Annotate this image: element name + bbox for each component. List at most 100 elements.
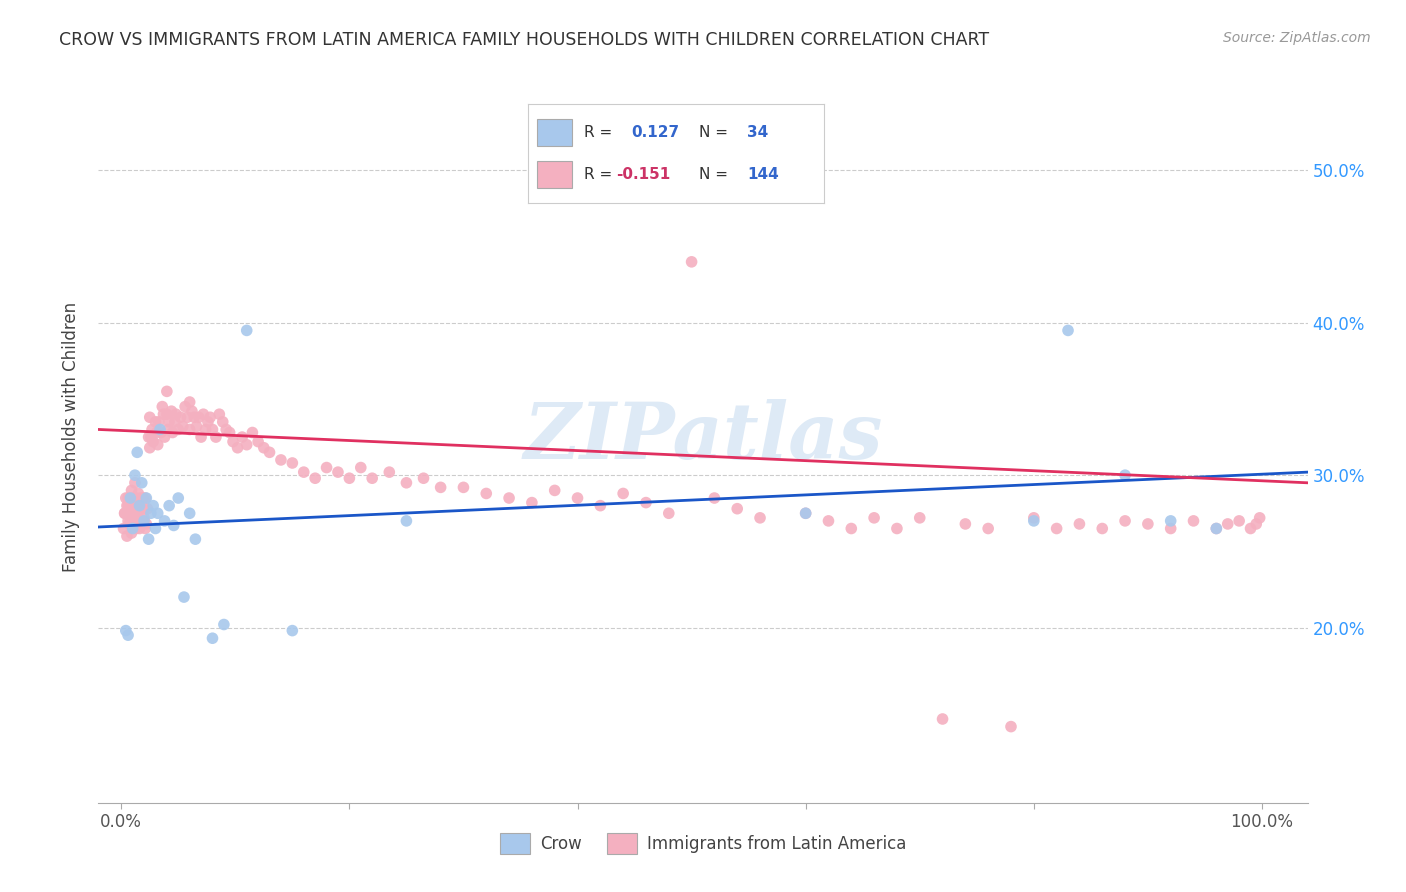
Text: Source: ZipAtlas.com: Source: ZipAtlas.com bbox=[1223, 31, 1371, 45]
Point bbox=[200, 410, 222, 425]
Point bbox=[157, 499, 180, 513]
Point bbox=[121, 514, 143, 528]
Point bbox=[863, 511, 886, 525]
Point bbox=[453, 480, 475, 494]
Point bbox=[127, 486, 149, 500]
Point bbox=[120, 491, 142, 505]
Point bbox=[315, 460, 337, 475]
Point bbox=[114, 506, 136, 520]
Point bbox=[142, 499, 165, 513]
Point bbox=[122, 506, 145, 520]
Point bbox=[337, 471, 360, 485]
Point bbox=[138, 532, 160, 546]
Point bbox=[121, 483, 143, 498]
Point bbox=[1239, 521, 1261, 535]
Point bbox=[125, 491, 148, 505]
Point bbox=[270, 453, 292, 467]
Point bbox=[162, 425, 184, 440]
Point bbox=[139, 441, 162, 455]
Point bbox=[612, 486, 634, 500]
Point bbox=[235, 323, 257, 337]
Point bbox=[1182, 514, 1205, 528]
Point bbox=[122, 491, 145, 505]
Point bbox=[115, 499, 138, 513]
Point bbox=[1022, 514, 1045, 528]
Point bbox=[520, 495, 543, 509]
Point bbox=[128, 501, 150, 516]
Point bbox=[184, 532, 207, 546]
Point bbox=[1022, 511, 1045, 525]
Point bbox=[242, 425, 264, 440]
Point bbox=[148, 415, 170, 429]
Point bbox=[794, 506, 817, 520]
Point bbox=[129, 514, 152, 528]
Point bbox=[179, 395, 201, 409]
Point bbox=[567, 491, 589, 505]
Point bbox=[153, 430, 176, 444]
Point bbox=[231, 430, 253, 444]
Point bbox=[247, 434, 270, 449]
Point bbox=[129, 491, 152, 505]
Point bbox=[908, 511, 931, 525]
Point bbox=[749, 511, 772, 525]
Point bbox=[117, 514, 139, 528]
Point bbox=[145, 415, 167, 429]
Point bbox=[118, 501, 141, 516]
Point bbox=[1160, 521, 1182, 535]
Point bbox=[139, 410, 162, 425]
Point bbox=[120, 516, 142, 531]
Point bbox=[124, 501, 146, 516]
Point bbox=[173, 590, 195, 604]
Point bbox=[127, 516, 149, 531]
Point bbox=[681, 255, 703, 269]
Point bbox=[977, 521, 1000, 535]
Point bbox=[114, 506, 136, 520]
Point bbox=[634, 495, 657, 509]
Point bbox=[115, 529, 138, 543]
Point bbox=[498, 491, 520, 505]
Point bbox=[1205, 521, 1227, 535]
Point bbox=[156, 422, 179, 436]
Point bbox=[1227, 514, 1250, 528]
Point bbox=[212, 617, 235, 632]
Point bbox=[235, 438, 257, 452]
Point bbox=[190, 430, 212, 444]
Point bbox=[186, 419, 208, 434]
Point bbox=[201, 422, 224, 436]
Point bbox=[128, 521, 150, 535]
Point bbox=[378, 465, 401, 479]
Point bbox=[124, 475, 146, 490]
Point bbox=[114, 624, 136, 638]
Point bbox=[1069, 516, 1091, 531]
Point bbox=[132, 514, 155, 528]
Point bbox=[169, 410, 191, 425]
Point bbox=[163, 415, 186, 429]
Point bbox=[205, 430, 228, 444]
Text: CROW VS IMMIGRANTS FROM LATIN AMERICA FAMILY HOUSEHOLDS WITH CHILDREN CORRELATIO: CROW VS IMMIGRANTS FROM LATIN AMERICA FA… bbox=[59, 31, 990, 49]
Point bbox=[201, 632, 224, 646]
Legend: Crow, Immigrants from Latin America: Crow, Immigrants from Latin America bbox=[494, 827, 912, 860]
Point bbox=[1046, 521, 1069, 535]
Point bbox=[135, 516, 157, 531]
Point bbox=[1114, 514, 1136, 528]
Point bbox=[544, 483, 567, 498]
Point bbox=[132, 511, 155, 525]
Point bbox=[165, 407, 187, 421]
Point bbox=[817, 514, 839, 528]
Point bbox=[1000, 720, 1022, 734]
Point bbox=[174, 400, 197, 414]
Point bbox=[163, 518, 186, 533]
Point bbox=[1160, 514, 1182, 528]
Point bbox=[156, 384, 179, 399]
Point bbox=[114, 506, 136, 520]
Point bbox=[139, 430, 162, 444]
Point bbox=[150, 400, 173, 414]
Point bbox=[117, 491, 139, 505]
Point bbox=[146, 506, 169, 520]
Point bbox=[120, 511, 142, 525]
Point bbox=[589, 499, 612, 513]
Point bbox=[121, 526, 143, 541]
Point bbox=[146, 438, 169, 452]
Point bbox=[128, 499, 150, 513]
Point bbox=[1057, 323, 1080, 337]
